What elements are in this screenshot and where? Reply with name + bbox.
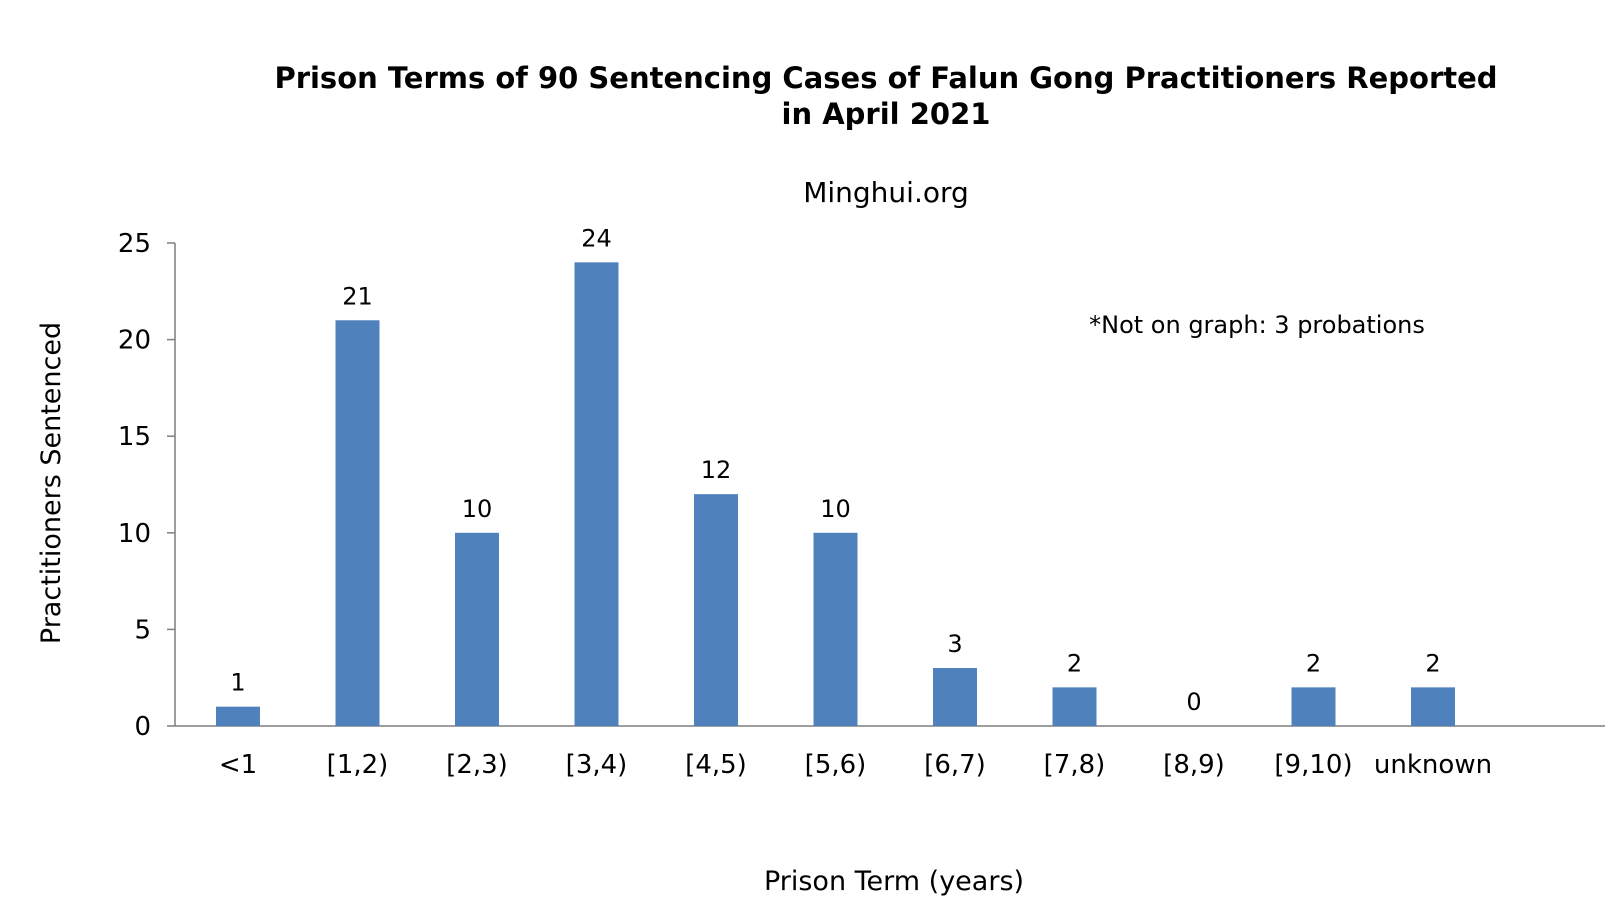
x-tick-label: unknown <box>1374 750 1492 780</box>
y-tick-label: 20 <box>118 326 151 356</box>
data-label: 24 <box>581 224 612 252</box>
x-tick-label: [5,6) <box>805 750 867 780</box>
data-label: 2 <box>1425 649 1440 677</box>
x-tick-label: <1 <box>219 750 257 780</box>
bar <box>455 532 499 726</box>
data-label: 2 <box>1067 649 1082 677</box>
data-label: 2 <box>1306 649 1321 677</box>
x-axis-title: Prison Term (years) <box>764 866 1024 897</box>
y-tick-label: 0 <box>134 712 151 742</box>
data-label: 3 <box>947 630 962 658</box>
data-label: 21 <box>342 282 373 310</box>
x-tick-label: [1,2) <box>327 750 389 780</box>
bar <box>813 532 858 726</box>
y-tick-label: 25 <box>118 229 151 259</box>
y-tick-label: 10 <box>118 519 151 549</box>
bar <box>1291 687 1336 726</box>
x-tick-label: [6,7) <box>924 750 986 780</box>
data-label: 1 <box>230 669 245 697</box>
data-label: 10 <box>820 495 851 523</box>
x-tick-label: [9,10) <box>1274 750 1352 780</box>
y-axis-title: Practitioners Sentenced <box>36 322 67 644</box>
data-label: 12 <box>701 456 732 484</box>
bar <box>694 494 738 726</box>
chart-note: *Not on graph: 3 probations <box>1089 311 1425 339</box>
chart-title-line2: in April 2021 <box>782 97 991 131</box>
bar <box>1411 687 1455 726</box>
bar <box>574 262 619 726</box>
data-label: 10 <box>462 495 493 523</box>
x-tick-label: [7,8) <box>1044 750 1106 780</box>
x-tick-label: [4,5) <box>685 750 747 780</box>
x-tick-label: [8,9) <box>1163 750 1225 780</box>
x-tick-label: [3,4) <box>566 750 628 780</box>
y-tick-label: 15 <box>118 422 151 452</box>
data-label: 0 <box>1186 688 1201 716</box>
bar <box>933 668 977 726</box>
x-tick-label: [2,3) <box>446 750 508 780</box>
bar <box>216 706 260 726</box>
bar <box>1052 687 1097 726</box>
y-tick-label: 5 <box>134 615 151 645</box>
bar <box>335 320 380 726</box>
chart-title: Prison Terms of 90 Sentencing Cases of F… <box>274 61 1497 95</box>
chart-subtitle: Minghui.org <box>803 176 969 209</box>
plot-area: 05101520251<121[1,2)10[2,3)24[3,4)12[4,5… <box>118 224 1605 780</box>
